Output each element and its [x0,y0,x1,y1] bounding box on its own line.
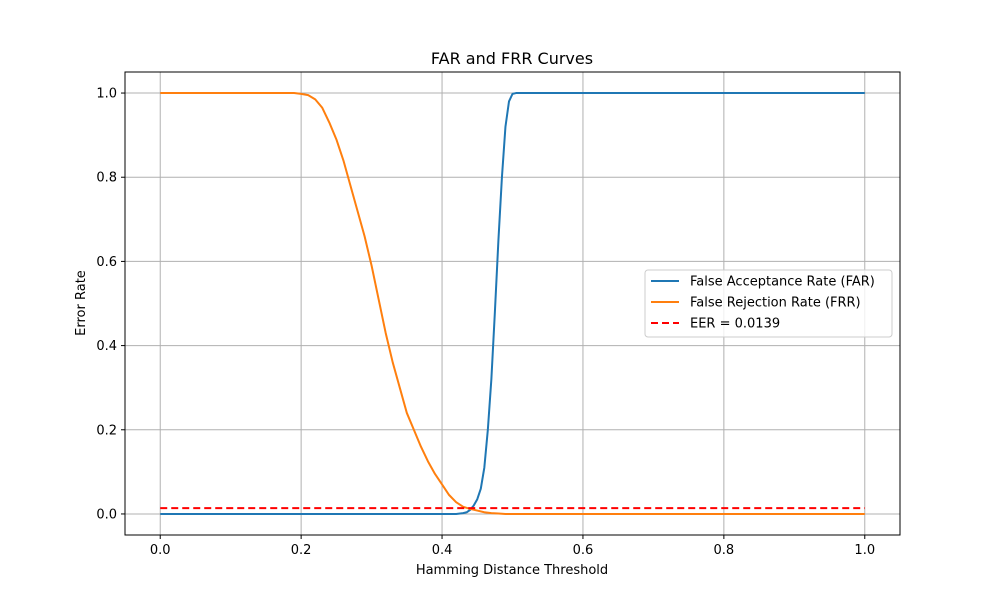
y-tick-label: 0.4 [96,339,117,354]
legend-box [644,269,893,338]
x-axis-ticks: 0.0 0.2 0.4 0.6 0.8 1.0 [150,535,875,558]
legend-label: False Rejection Rate (FRR) [690,296,861,311]
plot-lines [160,92,865,515]
x-tick-label: 0.2 [291,543,312,558]
y-axis-label: Error Rate [74,270,89,336]
legend-label: False Acceptance Rate (FAR) [690,275,875,290]
x-tick-label: 1.0 [854,543,875,558]
plot-area-frame [124,71,901,536]
y-tick-label: 0.0 [96,507,117,522]
chart-title: FAR and FRR Curves [431,49,593,68]
x-tick-label: 0.4 [432,543,453,558]
x-axis-label: Hamming Distance Threshold [416,563,608,578]
series-line-false-acceptance-rate-far [160,92,865,515]
y-tick-label: 0.8 [96,171,117,186]
x-tick-label: 0.6 [573,543,594,558]
y-tick-label: 0.6 [96,255,117,270]
legend-label: EER = 0.0139 [690,317,780,332]
legend: False Acceptance Rate (FAR) False Rejecti… [644,269,893,338]
series-line-false-rejection-rate-frr [160,92,865,515]
y-tick-label: 0.2 [96,423,117,438]
x-tick-label: 0.0 [150,543,171,558]
y-tick-label: 1.0 [96,87,117,102]
x-tick-label: 0.8 [714,543,735,558]
y-axis-ticks: 0.0 0.2 0.4 0.6 0.8 1.0 [96,87,125,522]
